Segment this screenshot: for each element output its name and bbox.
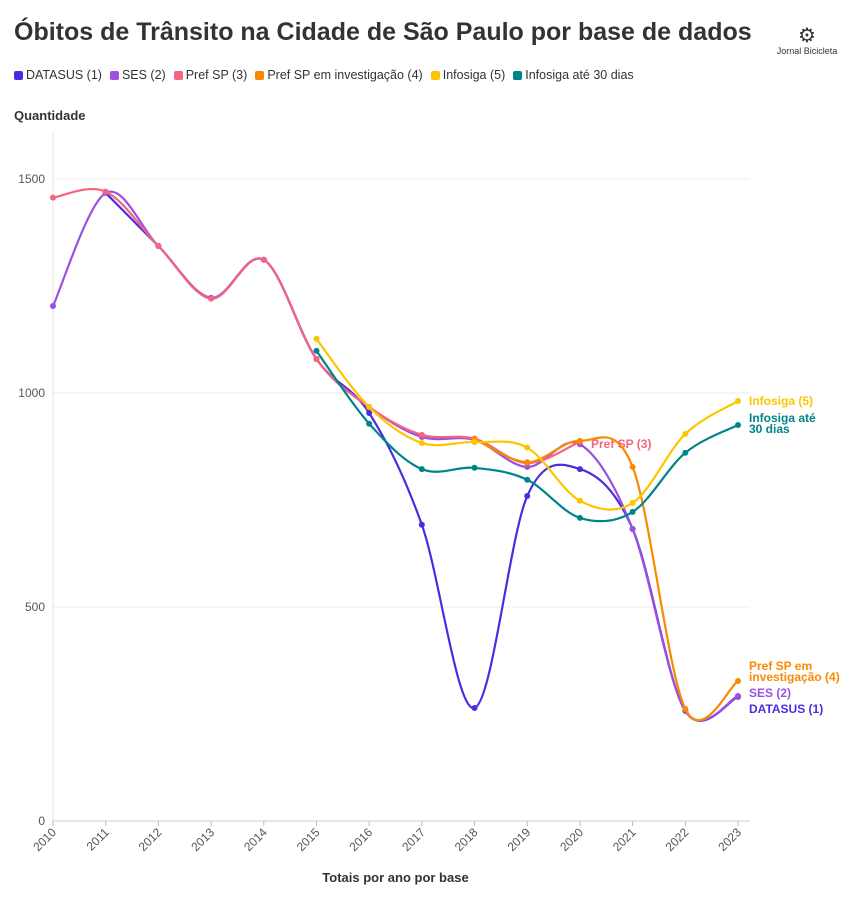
series-line bbox=[104, 192, 739, 722]
data-point bbox=[576, 497, 583, 504]
data-point bbox=[576, 437, 583, 444]
data-point bbox=[313, 347, 320, 354]
y-tick-label: 1000 bbox=[18, 386, 45, 400]
series-end-label: SES (2) bbox=[749, 686, 791, 700]
data-point bbox=[366, 404, 373, 411]
data-point bbox=[576, 514, 583, 521]
legend: DATASUS (1) SES (2) Pref SP (3) Pref SP em … bbox=[14, 68, 634, 82]
data-point bbox=[418, 439, 425, 446]
y-tick-label: 0 bbox=[38, 814, 45, 828]
data-point bbox=[629, 508, 636, 515]
data-point bbox=[524, 476, 531, 483]
x-tick-label: 2015 bbox=[294, 825, 323, 854]
data-point bbox=[155, 243, 162, 250]
data-point bbox=[524, 459, 531, 466]
legend-label: Infosiga (5) bbox=[442, 68, 506, 82]
data-point bbox=[682, 705, 689, 712]
series-end-label: Infosiga até 30 dias bbox=[749, 411, 816, 436]
chart-title: Óbitos de Trânsito na Cidade de São Paul… bbox=[14, 18, 752, 46]
data-point bbox=[576, 466, 583, 473]
x-tick-label: 2019 bbox=[505, 825, 534, 854]
y-tick-label: 1500 bbox=[18, 172, 45, 186]
data-point bbox=[418, 466, 425, 473]
legend-label: DATASUS (1) bbox=[26, 68, 102, 82]
x-tick-label: 2021 bbox=[610, 825, 639, 854]
legend-label: Infosiga até 30 dias bbox=[525, 68, 634, 82]
data-point bbox=[629, 463, 636, 470]
data-point bbox=[524, 444, 531, 451]
x-tick-label: 2020 bbox=[557, 825, 586, 854]
data-point bbox=[735, 421, 741, 428]
x-tick-label: 2014 bbox=[241, 825, 270, 854]
data-point bbox=[50, 194, 56, 201]
x-tick-label: 2022 bbox=[663, 825, 692, 854]
legend-swatch bbox=[255, 70, 265, 80]
legend-swatch bbox=[513, 70, 523, 80]
data-point bbox=[102, 188, 109, 195]
legend-label: Pref SP (3) bbox=[185, 68, 248, 82]
x-tick-label: 2010 bbox=[30, 825, 59, 854]
data-point bbox=[471, 464, 478, 471]
series-line bbox=[474, 436, 739, 722]
legend-item[interactable]: Infosiga até 30 dias bbox=[513, 68, 634, 82]
data-point bbox=[471, 704, 478, 711]
x-tick-label: 2018 bbox=[452, 825, 481, 854]
legend-item[interactable]: Pref SP em investigação (4) bbox=[255, 68, 423, 82]
logo-text: Jornal Bicicleta bbox=[776, 46, 838, 56]
data-point bbox=[682, 430, 689, 437]
x-axis-label: Totais por ano por base bbox=[322, 870, 468, 885]
x-tick-label: 2013 bbox=[188, 825, 217, 854]
legend-swatch bbox=[109, 70, 119, 80]
legend-label: Pref SP em investigação (4) bbox=[267, 68, 423, 82]
x-tick-label: 2011 bbox=[84, 825, 112, 853]
logo: ⚙ Jornal Bicicleta bbox=[772, 26, 842, 56]
data-point bbox=[735, 692, 741, 699]
legend-item[interactable]: Infosiga (5) bbox=[430, 68, 506, 82]
data-point bbox=[208, 295, 215, 302]
series-end-label: Infosiga (5) bbox=[749, 394, 813, 408]
data-point bbox=[418, 431, 425, 438]
x-tick-label: 2012 bbox=[136, 825, 165, 854]
data-point bbox=[524, 493, 531, 500]
data-point bbox=[366, 420, 373, 427]
logo-icon: ⚙ bbox=[798, 25, 816, 47]
data-point bbox=[313, 335, 320, 342]
y-axis-label: Quantidade bbox=[14, 108, 86, 123]
legend-swatch bbox=[14, 70, 23, 80]
data-point bbox=[629, 499, 636, 506]
series-end-label: Pref SP em investigação (4) bbox=[749, 659, 840, 684]
legend-item[interactable]: SES (2) bbox=[109, 68, 166, 82]
legend-swatch bbox=[173, 70, 183, 80]
series-line bbox=[52, 187, 581, 465]
legend-swatch bbox=[430, 70, 440, 80]
x-tick-label: 2017 bbox=[399, 825, 428, 854]
data-point bbox=[682, 449, 689, 456]
legend-item[interactable]: Pref SP (3) bbox=[173, 68, 248, 82]
legend-label: SES (2) bbox=[121, 68, 166, 82]
data-point bbox=[260, 256, 267, 263]
data-point bbox=[735, 678, 741, 685]
data-point bbox=[418, 521, 425, 528]
x-tick-label: 2016 bbox=[346, 825, 375, 854]
x-tick-label: 2023 bbox=[715, 825, 744, 854]
data-point bbox=[735, 398, 741, 405]
data-point bbox=[629, 526, 636, 533]
data-point bbox=[471, 439, 478, 446]
y-tick-label: 500 bbox=[25, 600, 45, 614]
legend-item[interactable]: DATASUS (1) bbox=[14, 68, 102, 82]
series-end-label: DATASUS (1) bbox=[749, 702, 823, 716]
data-point bbox=[50, 302, 56, 309]
series-end-label: Pref SP (3) bbox=[591, 437, 651, 451]
data-point bbox=[313, 356, 320, 363]
series-line bbox=[52, 190, 739, 722]
data-point bbox=[366, 409, 373, 416]
series-line bbox=[315, 338, 739, 511]
